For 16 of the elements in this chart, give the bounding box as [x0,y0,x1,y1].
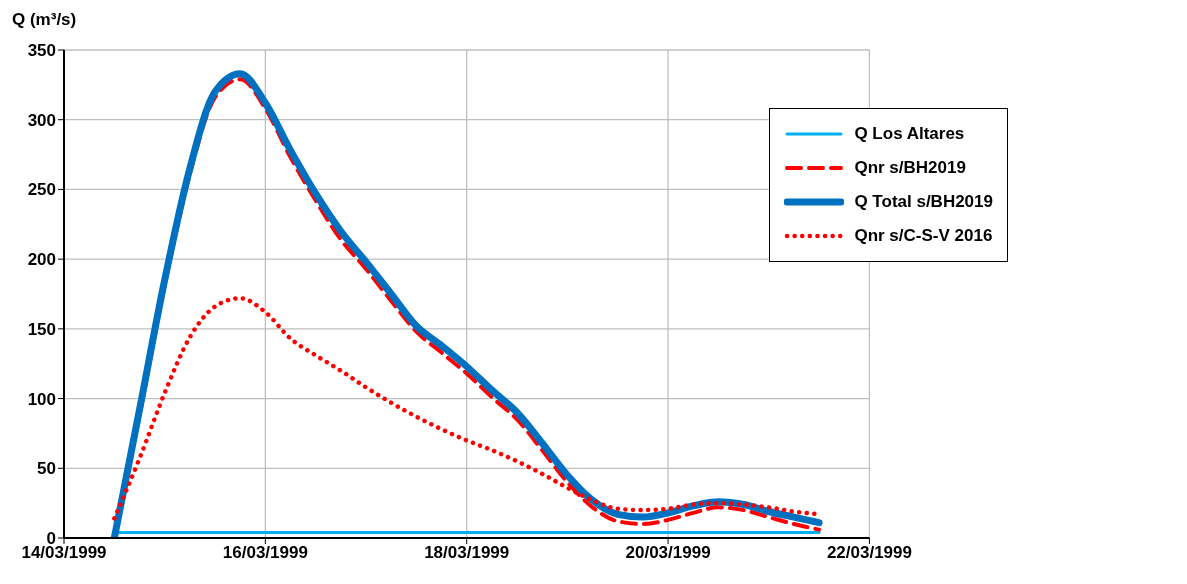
y-tick-label: 100 [27,389,56,409]
x-tick-label: 16/03/1999 [222,543,308,563]
x-tick-label: 22/03/1999 [826,543,912,563]
y-tick-label: 250 [27,180,56,200]
x-tick-label: 18/03/1999 [424,543,510,563]
y-axis-title: Q (m³/s) [12,10,77,30]
y-tick-label: 150 [27,319,56,339]
x-tick-label: 20/03/1999 [625,543,711,563]
legend-label: Q Total s/BH2019 [854,192,993,212]
y-tick-label: 50 [37,459,56,479]
legend-label: Qnr s/C-S-V 2016 [854,226,993,246]
y-tick-label: 300 [27,110,56,130]
legend-label: Q Los Altares [854,124,965,144]
y-tick-label: 200 [27,250,56,270]
y-tick-label: 350 [27,41,56,61]
legend-label: Qnr s/BH2019 [854,158,966,178]
